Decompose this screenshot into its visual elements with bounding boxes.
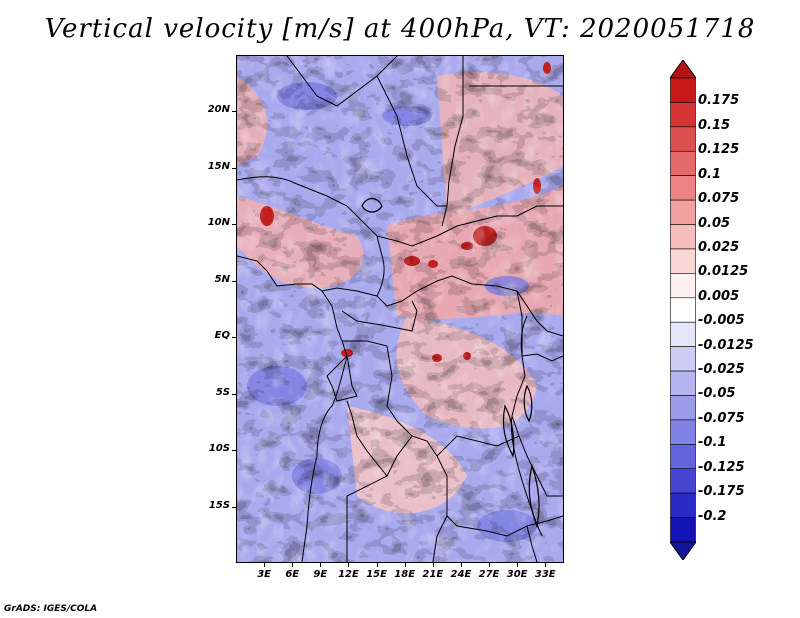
latitude-tick bbox=[232, 450, 236, 452]
colorbar-swatch bbox=[670, 492, 696, 518]
longitude-label: 12E bbox=[338, 569, 359, 580]
map-title: Vertical velocity [m/s] at 400hPa, VT: 2… bbox=[44, 14, 756, 44]
colorbar-label: -0.125 bbox=[698, 459, 745, 475]
latitude-label: 10N bbox=[207, 217, 230, 229]
colorbar-swatch bbox=[670, 395, 696, 421]
colorbar-swatch bbox=[670, 273, 696, 299]
colorbar-bottom-arrow bbox=[670, 541, 696, 560]
longitude-tick bbox=[376, 563, 378, 567]
colorbar-swatch bbox=[670, 126, 696, 152]
colorbar-swatch bbox=[670, 199, 696, 225]
colorbar-swatch bbox=[670, 468, 696, 494]
latitude-label: 5S bbox=[215, 386, 230, 398]
longitude-label: 27E bbox=[478, 569, 500, 580]
latitude-tick bbox=[232, 167, 236, 169]
longitude-tick bbox=[545, 563, 547, 567]
longitude-label: 9E bbox=[313, 569, 328, 580]
colorbar-label: -0.005 bbox=[698, 313, 745, 329]
colorbar-label: -0.075 bbox=[698, 410, 745, 426]
credit-label: GrADS: IGES/COLA bbox=[4, 604, 98, 614]
colorbar bbox=[670, 60, 696, 560]
colorbar-label: -0.025 bbox=[698, 362, 745, 378]
longitude-tick bbox=[292, 563, 294, 567]
colorbar-swatch bbox=[670, 150, 696, 176]
colorbar-swatch bbox=[670, 419, 696, 445]
longitude-label: 6E bbox=[285, 569, 300, 580]
colorbar-label: -0.175 bbox=[698, 484, 745, 500]
latitude-tick bbox=[232, 337, 236, 339]
colorbar-label: -0.1 bbox=[698, 435, 727, 451]
longitude-label: 24E bbox=[450, 569, 472, 580]
longitude-label: 15E bbox=[366, 569, 387, 580]
colorbar-swatch bbox=[670, 321, 696, 347]
colorbar-swatch bbox=[670, 297, 696, 323]
latitude-tick bbox=[232, 506, 236, 508]
colorbar-swatch bbox=[670, 517, 696, 543]
colorbar-label: -0.05 bbox=[698, 386, 736, 402]
colorbar-label: -0.0125 bbox=[698, 337, 754, 353]
longitude-tick bbox=[320, 563, 322, 567]
colorbar-swatch bbox=[670, 224, 696, 250]
lakes bbox=[361, 197, 540, 529]
latitude-tick bbox=[232, 224, 236, 226]
colorbar-swatch bbox=[670, 346, 696, 372]
longitude-label: 21E bbox=[422, 569, 444, 580]
longitude-tick bbox=[348, 563, 350, 567]
texture-white bbox=[237, 56, 563, 562]
colorbar-label: 0.15 bbox=[698, 117, 731, 133]
colorbar-label: 0.05 bbox=[698, 215, 731, 231]
latitude-tick bbox=[232, 280, 236, 282]
colorbar-swatch bbox=[670, 102, 696, 128]
longitude-tick bbox=[460, 563, 462, 567]
longitude-label: 30E bbox=[506, 569, 528, 580]
longitude-tick bbox=[489, 563, 491, 567]
velocity-map bbox=[236, 55, 564, 563]
latitude-label: 15S bbox=[208, 499, 230, 511]
longitude-tick bbox=[432, 563, 434, 567]
latitude-label: EQ bbox=[214, 330, 230, 342]
colorbar-swatch bbox=[670, 370, 696, 396]
country-borders bbox=[237, 56, 563, 562]
colorbar-label: 0.025 bbox=[698, 239, 740, 255]
longitude-tick bbox=[404, 563, 406, 567]
colorbar-label: 0.075 bbox=[698, 191, 740, 207]
colorbar-label: 0.175 bbox=[698, 93, 740, 109]
longitude-label: 18E bbox=[394, 569, 416, 580]
colorbar-top-arrow bbox=[670, 60, 696, 79]
longitude-label: 33E bbox=[534, 569, 556, 580]
latitude-label: 10S bbox=[208, 443, 230, 455]
colorbar-swatch bbox=[670, 77, 696, 103]
longitude-label: 3E bbox=[257, 569, 271, 580]
colorbar-label: -0.2 bbox=[698, 508, 727, 524]
longitude-tick bbox=[264, 563, 266, 567]
colorbar-label: 0.125 bbox=[698, 142, 740, 158]
colorbar-label: 0.1 bbox=[698, 166, 722, 182]
velocity-field bbox=[237, 56, 563, 562]
colorbar-swatch bbox=[670, 248, 696, 274]
colorbar-swatch bbox=[670, 444, 696, 470]
latitude-label: 20N bbox=[207, 104, 230, 116]
latitude-tick bbox=[232, 111, 236, 113]
colorbar-label: 0.0125 bbox=[698, 264, 749, 280]
colorbar-swatch bbox=[670, 175, 696, 201]
colorbar-label: 0.005 bbox=[698, 288, 740, 304]
latitude-label: 5N bbox=[214, 273, 230, 285]
latitude-tick bbox=[232, 393, 236, 395]
latitude-label: 15N bbox=[207, 160, 230, 172]
longitude-tick bbox=[517, 563, 519, 567]
